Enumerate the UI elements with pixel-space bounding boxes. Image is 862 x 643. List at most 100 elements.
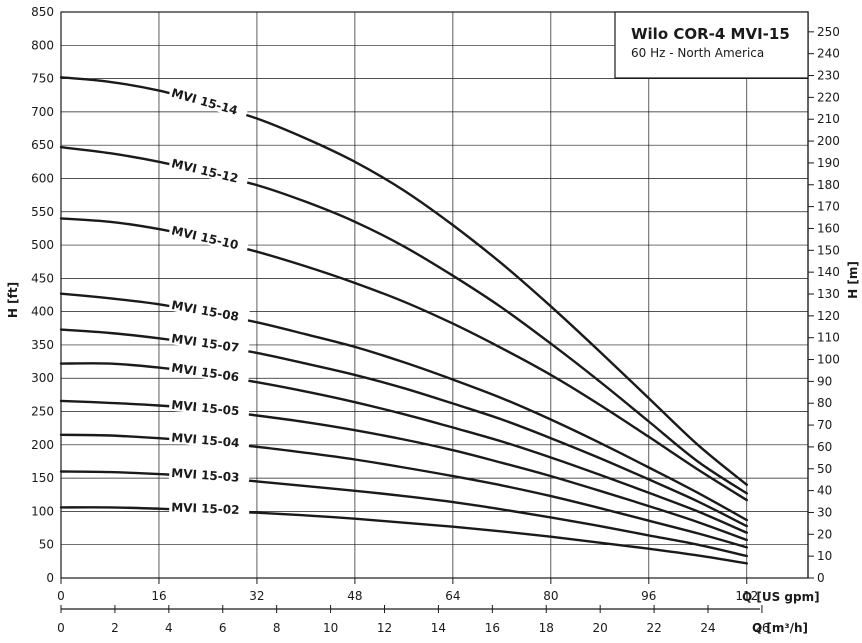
curve-label-layer: MVI 15-14 MVI 15-12 MVI 15-10 MVI 15-08 MVI … — [168, 84, 250, 517]
x2-tick-label: 4 — [165, 621, 173, 635]
curve-label: MVI 15-08 — [170, 298, 240, 324]
x-tick-label: 48 — [347, 589, 362, 603]
legend-box: Wilo COR-4 MVI-15 60 Hz - North America — [614, 11, 809, 79]
curve-label-background — [168, 359, 250, 385]
y-tick-label: 850 — [31, 5, 54, 19]
y2-tick-label: 30 — [817, 505, 832, 519]
y-tick-label: 800 — [31, 38, 54, 52]
y2-tick-label: 20 — [817, 527, 832, 541]
x2-tick-label: 18 — [539, 621, 554, 635]
curve-layer — [59, 76, 748, 565]
x2-tick-label: 10 — [323, 621, 338, 635]
y-tick-label: 400 — [31, 305, 54, 319]
y2-tick-label: 190 — [817, 156, 840, 170]
x-axis-title: Q [US gpm] — [742, 590, 820, 604]
y-tick-label: 500 — [31, 238, 54, 252]
y2-tick-label: 240 — [817, 47, 840, 61]
x-tick-label: 64 — [445, 589, 460, 603]
curve-mvi-15-03 — [59, 470, 748, 558]
curve-label-background — [168, 464, 250, 485]
curve-label-background — [168, 154, 250, 187]
y-tick-label: 250 — [31, 405, 54, 419]
curve-label: MVI 15-05 — [171, 398, 240, 419]
curve-label-background — [168, 330, 250, 356]
x2-tick-label: 22 — [646, 621, 661, 635]
x2-tick-label: 0 — [57, 621, 65, 635]
curve-mvi-15-10 — [59, 217, 748, 502]
y2-tick-label: 100 — [817, 353, 840, 367]
curve-label-background — [169, 499, 250, 517]
y-tick-label: 150 — [31, 471, 54, 485]
curve-label: MVI 15-12 — [170, 156, 240, 185]
curve-label: MVI 15-07 — [170, 331, 240, 355]
chart-subtitle: 60 Hz - North America — [631, 46, 764, 60]
y2-tick-label: 50 — [817, 462, 832, 476]
curve-label-background — [168, 221, 250, 254]
y-tick-label: 100 — [31, 504, 54, 518]
chart-title: Wilo COR-4 MVI-15 — [631, 25, 790, 43]
y2-tick-label: 170 — [817, 200, 840, 214]
x-tick-label: 0 — [57, 589, 65, 603]
y-tick-label: 600 — [31, 171, 54, 185]
x2-tick-label: 8 — [273, 621, 281, 635]
y-tick-label: 0 — [46, 571, 54, 585]
curve-label-background — [168, 396, 250, 419]
curve-label: MVI 15-02 — [171, 500, 240, 517]
y2-tick-label: 70 — [817, 418, 832, 432]
y2-tick-label: 230 — [817, 69, 840, 83]
x2-tick-label: 6 — [219, 621, 227, 635]
curve-label: MVI 15-06 — [170, 361, 240, 385]
curve-label-background — [168, 84, 249, 120]
curve-label-background — [168, 429, 250, 451]
y2-tick-label: 180 — [817, 178, 840, 192]
y-tick-label: 650 — [31, 138, 54, 152]
curve-label: MVI 15-10 — [170, 223, 240, 252]
curve-label: MVI 15-03 — [171, 466, 240, 485]
y2-tick-label: 60 — [817, 440, 832, 454]
curve-label: MVI 15-04 — [171, 430, 240, 450]
y-tick-label: 550 — [31, 205, 54, 219]
curve-mvi-15-14 — [59, 76, 748, 486]
x2-tick-label: 14 — [431, 621, 446, 635]
x-tick-label: 32 — [249, 589, 264, 603]
y2-tick-label: 220 — [817, 90, 840, 104]
x2-tick-label: 24 — [700, 621, 715, 635]
y-tick-label: 450 — [31, 271, 54, 285]
curve-mvi-15-12 — [59, 146, 748, 495]
y2-tick-label: 150 — [817, 243, 840, 257]
y2-tick-label: 140 — [817, 265, 840, 279]
x2-tick-label: 12 — [377, 621, 392, 635]
y-tick-label: 350 — [31, 338, 54, 352]
x-tick-label: 96 — [641, 589, 656, 603]
y2-tick-label: 120 — [817, 309, 840, 323]
y2-tick-label: 40 — [817, 484, 832, 498]
x-tick-label: 112 — [735, 589, 758, 603]
y-tick-label: 750 — [31, 72, 54, 86]
x2-tick-label: 16 — [485, 621, 500, 635]
x2-tick-label: 26 — [754, 621, 769, 635]
x-tick-label: 16 — [151, 589, 166, 603]
y2-axis-title: H [m] — [846, 261, 860, 299]
x-tick-label: 80 — [543, 589, 558, 603]
y2-tick-label: 110 — [817, 331, 840, 345]
y2-tick-label: 130 — [817, 287, 840, 301]
axis-layer: 0501001502002503003504004505005506006507… — [31, 5, 840, 635]
y2-tick-label: 90 — [817, 374, 832, 388]
y2-tick-label: 210 — [817, 112, 840, 126]
y-axis-title: H [ft] — [6, 282, 20, 318]
x2-axis-title: Q [m³/h] — [752, 621, 808, 635]
y-tick-label: 300 — [31, 371, 54, 385]
y-tick-label: 200 — [31, 438, 54, 452]
x2-tick-label: 20 — [593, 621, 608, 635]
curve-label-background — [168, 296, 250, 325]
x2-tick-label: 2 — [111, 621, 119, 635]
y2-tick-label: 80 — [817, 396, 832, 410]
y2-tick-label: 250 — [817, 25, 840, 39]
y2-tick-label: 0 — [817, 571, 825, 585]
y2-tick-label: 200 — [817, 134, 840, 148]
y-tick-label: 700 — [31, 105, 54, 119]
y-tick-label: 50 — [39, 538, 54, 552]
y2-tick-label: 10 — [817, 549, 832, 563]
